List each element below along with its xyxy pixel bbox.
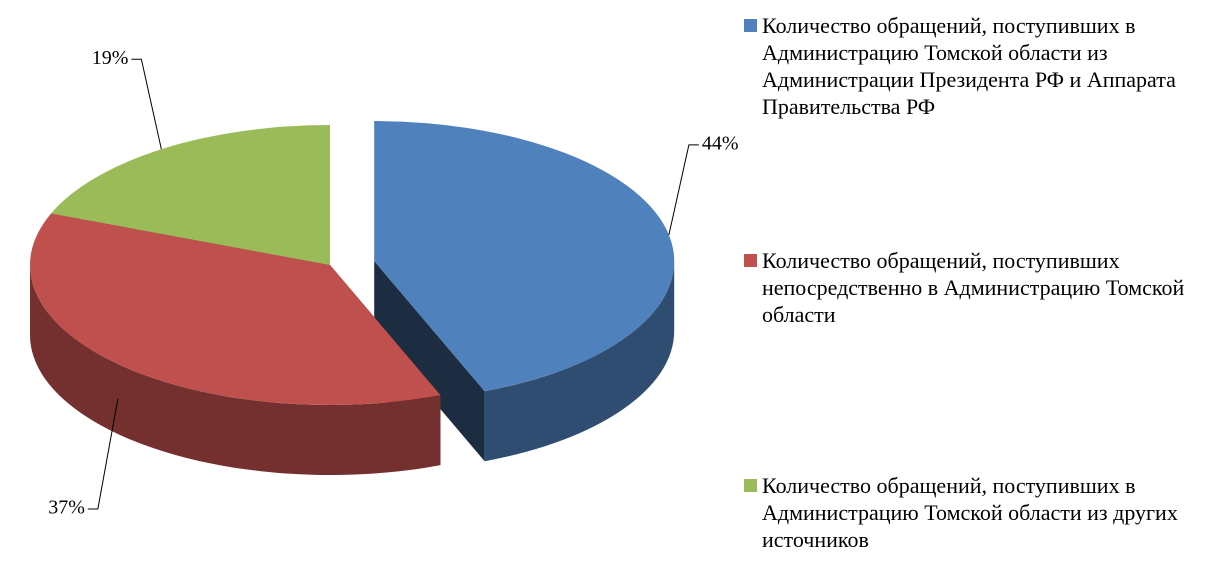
leader-line xyxy=(87,398,119,510)
pie-slice xyxy=(374,121,675,392)
outer-wall xyxy=(30,265,441,476)
data-label: 37% xyxy=(48,497,85,519)
data-label: 44% xyxy=(702,132,739,154)
legend-label: Количество обращений, поступивших в Адми… xyxy=(762,13,1176,119)
legend-swatch xyxy=(744,479,757,492)
legend-swatch xyxy=(744,254,757,267)
radial-wall xyxy=(374,261,485,462)
legend-swatch xyxy=(744,19,757,32)
data-label: 19% xyxy=(92,47,129,69)
leader-line xyxy=(131,58,162,150)
legend-label: Количество обращений, поступивших в Адми… xyxy=(762,473,1178,552)
legend-item: Количество обращений, поступивших в Адми… xyxy=(742,12,1212,120)
pie-slice xyxy=(29,213,441,406)
legend-item: Количество обращений, поступивших в Адми… xyxy=(742,472,1212,553)
pie-chart: 44% 37% 19% xyxy=(29,47,739,519)
pie-slice xyxy=(51,125,330,265)
legend-item: Количество обращений, поступивших непоср… xyxy=(742,247,1212,328)
legend-label: Количество обращений, поступивших непоср… xyxy=(762,248,1185,327)
outer-wall xyxy=(484,261,675,462)
leader-line xyxy=(668,144,699,235)
